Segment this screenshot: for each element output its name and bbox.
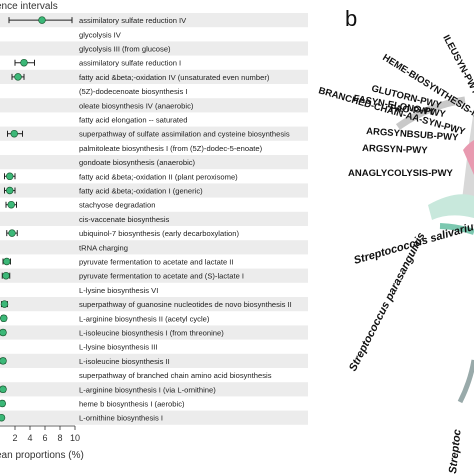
panel-a-forest-plot: ence intervals assimilatory sulfate redu… bbox=[0, 1, 308, 461]
point-marker bbox=[0, 300, 9, 308]
row-label: stachyose degradation bbox=[79, 201, 155, 210]
chord-species-arc-bottom bbox=[457, 359, 474, 404]
row-band bbox=[0, 297, 308, 312]
x-tick-label: 10 bbox=[70, 433, 80, 443]
row-band bbox=[0, 268, 308, 283]
point-marker bbox=[2, 257, 11, 266]
point-marker bbox=[8, 229, 16, 237]
pathway-label-argsyn: ARGSYN-PWY bbox=[362, 143, 428, 156]
row-label: superpathway of guanosine nucleotides de… bbox=[79, 300, 292, 309]
row-label: L-isoleucine biosynthesis II bbox=[79, 357, 170, 366]
row-label: L-arginine biosynthesis I (via L-ornithi… bbox=[79, 385, 216, 394]
row-label: palmitoleate biosynthesis I (from (5Z)-d… bbox=[79, 144, 263, 153]
row-band bbox=[0, 353, 308, 368]
panel-b-chord-diagram: b HEME-BIOSYNTHESIS-II ILEUSYN-PWY GLUTO… bbox=[317, 6, 474, 474]
panel-a-header: ence intervals bbox=[0, 1, 58, 12]
row-band bbox=[0, 126, 308, 141]
point-marker bbox=[0, 314, 8, 323]
point-marker bbox=[0, 413, 6, 422]
point-marker bbox=[0, 399, 6, 408]
row-label: ubiquinol-7 biosynthesis (early decarbox… bbox=[79, 229, 239, 238]
row-label: heme b biosynthesis I (aerobic) bbox=[79, 400, 185, 409]
x-tick-label: 6 bbox=[42, 433, 47, 443]
point-marker bbox=[0, 385, 7, 394]
row-label: tRNA charging bbox=[79, 243, 128, 252]
row-label: fatty acid elongation -- saturated bbox=[79, 116, 188, 125]
row-label: L-lysine biosynthesis VI bbox=[79, 286, 158, 295]
x-tick-label: 4 bbox=[27, 433, 32, 443]
row-band bbox=[0, 211, 308, 226]
chord-ribbon-teal bbox=[428, 194, 474, 220]
point-marker bbox=[0, 357, 7, 365]
row-label: fatty acid &beta;-oxidation IV (unsatura… bbox=[79, 73, 270, 82]
row-label: fatty acid &beta;-oxidation I (generic) bbox=[79, 187, 203, 196]
chord-outer-ring-top bbox=[395, 96, 466, 130]
row-label: fatty acid &beta;-oxidation II (plant pe… bbox=[79, 172, 238, 181]
row-label: (5Z)-dodecenoate biosynthesis I bbox=[79, 87, 187, 96]
row-band bbox=[0, 41, 308, 56]
row-label: pyruvate fermentation to acetate and lac… bbox=[79, 258, 234, 267]
x-tick-label: 2 bbox=[12, 433, 17, 443]
point-marker bbox=[14, 73, 22, 81]
point-marker bbox=[20, 58, 28, 67]
row-label: L-isoleucine biosynthesis I (from threon… bbox=[79, 329, 224, 338]
point-marker bbox=[38, 16, 46, 24]
point-marker bbox=[7, 200, 16, 209]
row-band bbox=[0, 69, 308, 84]
row-band bbox=[0, 155, 308, 170]
row-band bbox=[0, 98, 308, 113]
pathway-label-ileusyn: ILEUSYN-PWY bbox=[440, 33, 474, 97]
species-label-third: Streptoc bbox=[447, 429, 464, 474]
row-label: assimilatory sulfate reduction I bbox=[79, 59, 181, 68]
row-label: oleate biosynthesis IV (anaerobic) bbox=[79, 101, 194, 110]
row-label: pyruvate fermentation to acetate and (S)… bbox=[79, 272, 244, 281]
row-label: superpathway of branched chain amino aci… bbox=[79, 371, 272, 380]
row-band bbox=[0, 240, 308, 255]
row-band bbox=[0, 410, 308, 425]
row-band bbox=[0, 382, 308, 397]
row-label: glycolysis III (from glucose) bbox=[79, 45, 171, 54]
chord-sector-pink bbox=[463, 140, 474, 175]
point-marker bbox=[0, 328, 7, 337]
row-label: glycolysis IV bbox=[79, 30, 122, 39]
pathway-label-fao: FAO-PWY bbox=[390, 103, 436, 118]
row-label: superpathway of sulfate assimilation and… bbox=[79, 130, 290, 139]
point-marker bbox=[10, 129, 19, 138]
point-marker bbox=[5, 186, 14, 195]
row-label: assimilatory sulfate reduction IV bbox=[79, 16, 187, 25]
row-band bbox=[0, 13, 308, 28]
point-marker bbox=[5, 172, 14, 181]
row-label: L-lysine biosynthesis III bbox=[79, 343, 158, 352]
row-label: L-ornithine biosynthesis I bbox=[79, 414, 163, 423]
x-axis-label: ean proportions (%) bbox=[0, 450, 84, 461]
row-label: gondoate biosynthesis (anaerobic) bbox=[79, 158, 196, 167]
point-marker bbox=[2, 271, 10, 280]
row-label: L-arginine biosynthesis II (acetyl cycle… bbox=[79, 314, 210, 323]
row-band bbox=[0, 183, 308, 198]
row-band bbox=[0, 325, 308, 340]
row-label: cis-vaccenate biosynthesis bbox=[79, 215, 170, 224]
panel-b-letter: b bbox=[345, 6, 357, 31]
pathway-label-anaglycolysis: ANAGLYCOLYSIS-PWY bbox=[348, 168, 454, 179]
x-tick-label: 8 bbox=[57, 433, 62, 443]
